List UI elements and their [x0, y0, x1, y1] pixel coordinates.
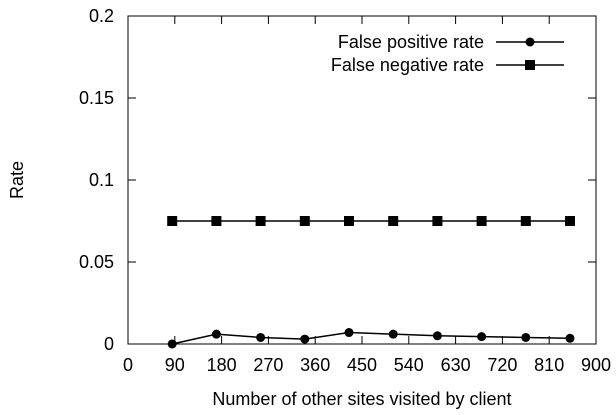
x-axis-label: Number of other sites visited by client: [212, 389, 511, 409]
series-layer: [167, 216, 575, 349]
data-point: [255, 216, 266, 226]
data-point: [476, 216, 487, 226]
y-axis: 0 0.05 0.1 0.15 0.2: [79, 6, 596, 354]
legend: False positive rate False negative rate: [331, 32, 564, 75]
data-point: [256, 332, 266, 342]
x-tick-label: 630: [441, 355, 471, 375]
data-point: [211, 216, 222, 226]
data-point: [565, 333, 575, 343]
y-axis-label: Rate: [7, 161, 27, 199]
x-tick-label: 270: [253, 355, 283, 375]
y-tick-label: 0.1: [89, 170, 114, 190]
data-point: [521, 332, 531, 342]
y-tick-label: 0.15: [79, 88, 114, 108]
data-point: [167, 339, 177, 349]
x-tick-label: 90: [165, 355, 185, 375]
legend-label: False positive rate: [338, 32, 484, 52]
x-tick-label: 720: [487, 355, 517, 375]
x-tick-label: 540: [394, 355, 424, 375]
data-point: [344, 328, 354, 338]
data-point: [167, 216, 178, 226]
data-point: [211, 329, 221, 339]
y-tick-label: 0: [104, 334, 114, 354]
data-point: [299, 216, 310, 226]
data-point: [477, 332, 487, 342]
x-tick-label: 180: [207, 355, 237, 375]
legend-marker: [525, 60, 535, 70]
x-tick-label: 360: [300, 355, 330, 375]
data-point: [344, 216, 354, 226]
x-axis: 0 90 180 270 360 450 540 630 720 810 900: [123, 16, 611, 375]
x-tick-label: 900: [581, 355, 611, 375]
x-tick-label: 450: [347, 355, 377, 375]
data-point: [300, 334, 310, 344]
data-point: [432, 216, 443, 226]
data-point: [432, 331, 442, 341]
x-tick-label: 0: [123, 355, 133, 375]
data-point: [565, 216, 575, 226]
legend-marker: [525, 37, 535, 47]
series-line: [172, 331, 571, 345]
data-point: [388, 329, 398, 339]
data-point: [388, 216, 399, 226]
y-tick-label: 0.2: [89, 6, 114, 26]
legend-label: False negative rate: [331, 55, 484, 75]
x-tick-label: 810: [534, 355, 564, 375]
y-tick-label: 0.05: [79, 252, 114, 272]
data-point: [520, 216, 531, 226]
